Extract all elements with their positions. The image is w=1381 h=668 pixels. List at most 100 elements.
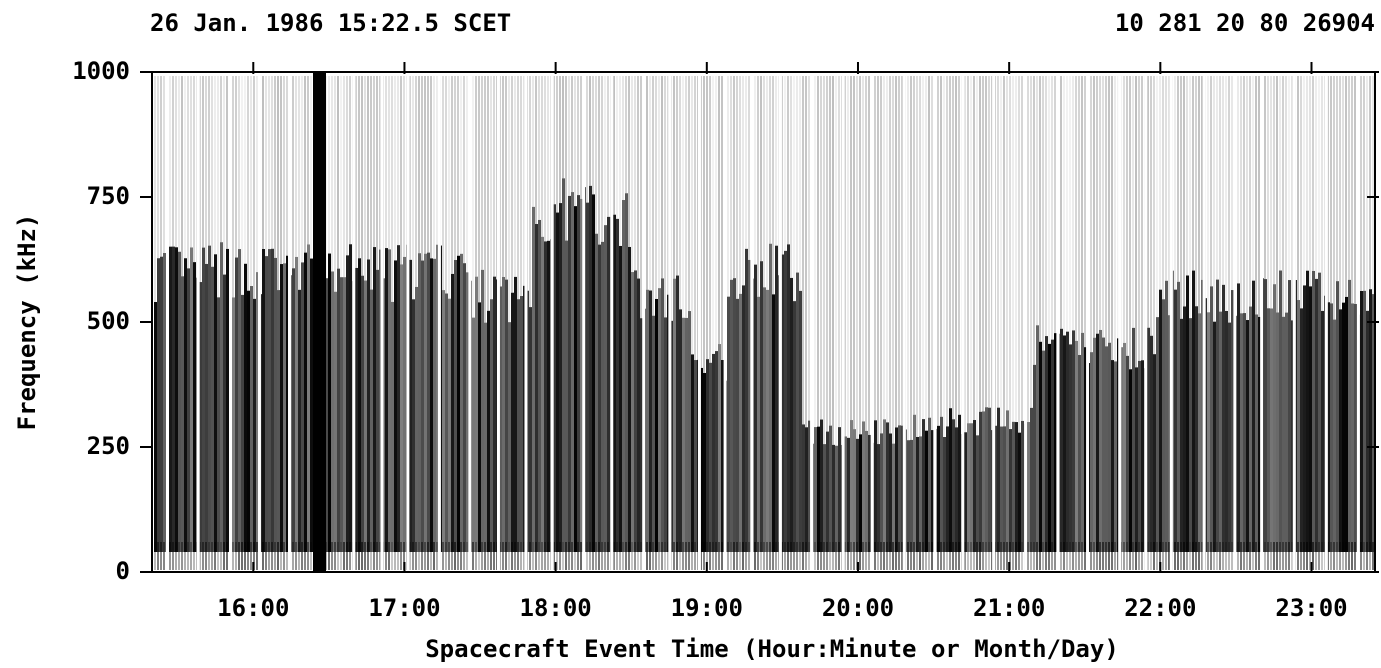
texture-column (883, 419, 886, 552)
texture-bottom (910, 542, 912, 570)
texture-speckle (1288, 76, 1290, 281)
texture-bottom (1330, 542, 1332, 570)
gap-line (1233, 72, 1237, 572)
texture-bottom (1186, 542, 1188, 570)
texture-bottom (1033, 542, 1035, 570)
texture-column (829, 425, 832, 552)
texture-column (790, 277, 793, 552)
texture-column (1183, 306, 1186, 552)
texture-speckle (223, 76, 225, 275)
texture-bottom (457, 542, 459, 570)
texture-bottom (853, 542, 855, 570)
texture-speckle (472, 76, 474, 318)
texture-bottom (433, 542, 435, 570)
texture-bottom (499, 542, 501, 570)
texture-speckle (676, 76, 678, 276)
texture-bottom (1018, 542, 1020, 570)
texture-bottom (328, 542, 330, 570)
texture-column (1105, 346, 1108, 552)
texture-column (1210, 286, 1213, 552)
texture-bottom (916, 542, 918, 570)
texture-column (214, 254, 217, 553)
texture-column (1096, 333, 1099, 552)
texture-column (823, 444, 826, 552)
texture-column (268, 249, 271, 552)
texture-speckle (754, 76, 756, 265)
gap-line (582, 72, 586, 572)
texture-speckle (1354, 76, 1356, 304)
texture-column (1333, 319, 1336, 552)
texture-speckle (271, 76, 273, 249)
texture-speckle (181, 76, 183, 277)
texture-column (862, 421, 865, 552)
texture-column (814, 427, 817, 552)
texture-column (979, 411, 982, 552)
texture-speckle (238, 76, 240, 250)
texture-column (772, 294, 775, 552)
texture-column (1150, 335, 1153, 552)
texture-speckle (736, 76, 738, 299)
texture-speckle (175, 76, 177, 248)
texture-column (1282, 316, 1285, 552)
texture-bottom (901, 542, 903, 570)
texture-column (847, 437, 850, 552)
texture-bottom (856, 542, 858, 570)
texture-column (337, 268, 340, 552)
texture-column (364, 280, 367, 552)
texture-bottom (283, 542, 285, 570)
texture-column (1081, 332, 1084, 552)
texture-speckle (1156, 76, 1158, 318)
texture-speckle (1345, 76, 1347, 297)
texture-column (349, 244, 352, 552)
texture-bottom (202, 542, 204, 570)
texture-column (628, 246, 631, 552)
texture-column (475, 276, 478, 552)
texture-speckle (898, 76, 900, 426)
texture-column (358, 258, 361, 552)
texture-speckle (451, 76, 453, 274)
texture-bottom (676, 542, 678, 570)
texture-bottom (1153, 542, 1155, 570)
y-tick-label: 0 (116, 557, 130, 585)
texture-bottom (694, 542, 696, 570)
chart-title: 26 Jan. 1986 15:22.5 SCET (150, 9, 511, 37)
texture-column (1039, 341, 1042, 552)
texture-bottom (649, 542, 651, 570)
texture-speckle (949, 76, 951, 409)
texture-column (1225, 310, 1228, 552)
texture-speckle (601, 76, 603, 242)
texture-speckle (1006, 76, 1008, 411)
texture-speckle (1237, 76, 1239, 284)
texture-speckle (649, 76, 651, 291)
texture-speckle (931, 76, 933, 431)
gap-line (437, 72, 441, 572)
texture-speckle (1042, 76, 1044, 351)
texture-speckle (1273, 76, 1275, 285)
texture-column (1129, 369, 1132, 552)
texture-column (607, 216, 610, 552)
texture-bottom (1195, 542, 1197, 570)
texture-bottom (1288, 542, 1290, 570)
texture-speckle (1153, 76, 1155, 355)
gap-line (933, 72, 937, 572)
texture-bottom (967, 542, 969, 570)
texture-bottom (1243, 542, 1245, 570)
texture-speckle (1048, 76, 1050, 344)
texture-column (637, 278, 640, 552)
texture-speckle (157, 76, 159, 259)
texture-bottom (1012, 542, 1014, 570)
texture-bottom (1318, 542, 1320, 570)
texture-speckle (943, 76, 945, 437)
gap-line (550, 72, 554, 572)
texture-bottom (817, 542, 819, 570)
gap-line (1260, 72, 1264, 572)
y-tick-label: 250 (87, 432, 130, 460)
texture-bottom (874, 542, 876, 570)
texture-bottom (877, 542, 879, 570)
texture-bottom (787, 542, 789, 570)
texture-bottom (940, 542, 942, 570)
texture-column (589, 185, 592, 552)
texture-column (460, 253, 463, 552)
texture-column (388, 249, 391, 552)
texture-speckle (625, 76, 627, 194)
